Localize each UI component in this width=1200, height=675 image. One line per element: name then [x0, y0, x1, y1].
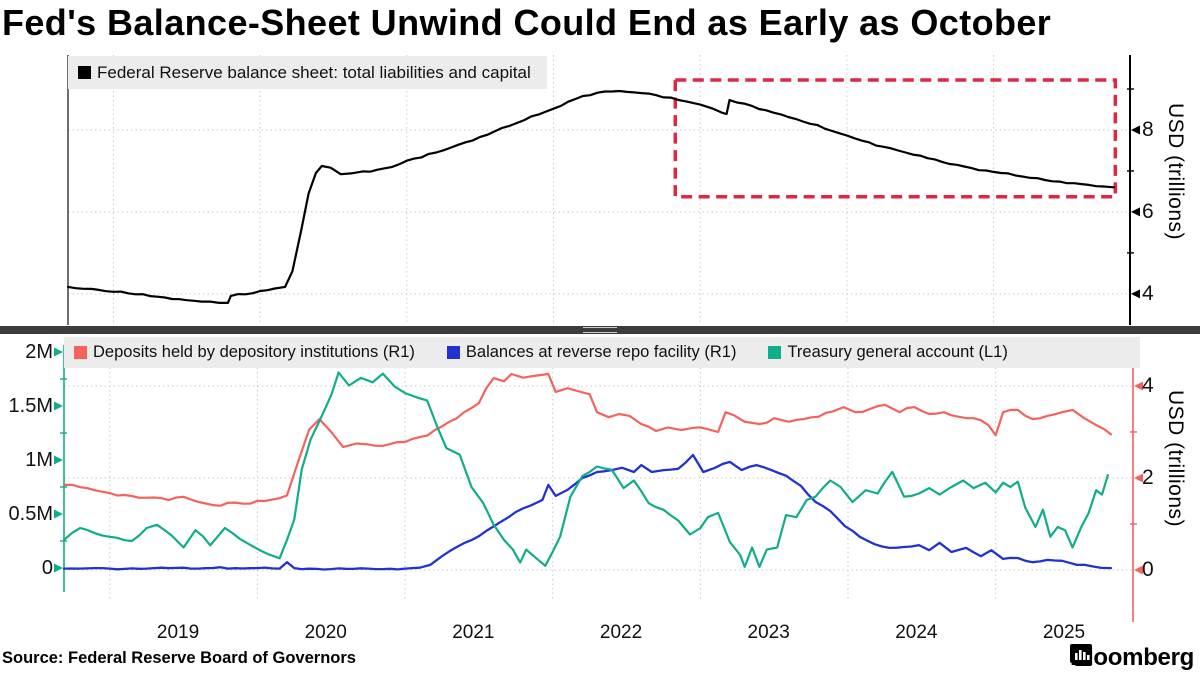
panel-divider[interactable] [0, 326, 1200, 334]
series-bottom-1 [63, 453, 1113, 571]
top-right-axis [1127, 55, 1140, 325]
x-axis-year-label: 2021 [452, 622, 495, 643]
series-line-federal-reserve-balance-sheet-total-liabilities-and-capital [67, 89, 1116, 304]
bottom-legend: Deposits held by depository institutions… [64, 337, 1140, 368]
legend-item-reverse-repo[interactable]: Balances at reverse repo facility (R1) [446, 343, 737, 362]
series-line-deposits-held-by-depository-institutions [63, 372, 1113, 507]
top-right-axis-title: USD (trillions) [1164, 103, 1187, 241]
top-legend: Federal Reserve balance sheet: total lia… [68, 56, 547, 89]
bottom-right-axis [1130, 345, 1143, 622]
legend-swatch-reverse-repo [446, 346, 460, 359]
series-bottom-2 [63, 371, 1110, 569]
bloomberg-logo-icon [1070, 644, 1093, 666]
bottom-left-axis-tick-label: 1M [25, 449, 53, 471]
legend-label-tga: Treasury general account (L1) [787, 343, 1008, 361]
x-axis-year-label: 2019 [156, 622, 200, 643]
bottom-panel-gridlines [64, 345, 1133, 600]
bottom-right-axis-tick-label: 0 [1142, 557, 1154, 581]
legend-swatch-fed-balance-sheet [78, 66, 91, 79]
top-panel-gridlines [68, 55, 1130, 325]
bottom-left-axis-tick-label: 1.5M [8, 395, 53, 417]
highlight-dashed-box [673, 78, 1118, 199]
legend-item-fed-balance-sheet[interactable]: Federal Reserve balance sheet: total lia… [78, 63, 531, 83]
x-axis-year-label: 2025 [1042, 622, 1086, 643]
bottom-right-axis-tick-label: 4 [1142, 373, 1154, 397]
page-title: Fed's Balance-Sheet Unwind Could End as … [2, 2, 1052, 43]
bottom-left-axis-tick-label: 2M [25, 341, 53, 364]
x-axis-year-label: 2022 [599, 622, 643, 643]
bottom-left-axis-tick-label: 0 [41, 556, 53, 579]
x-axis-year-label: 2024 [895, 622, 938, 643]
top-right-axis-tick-label: 6 [1142, 199, 1154, 223]
legend-label-deposits: Deposits held by depository institutions… [93, 343, 415, 361]
divider-drag-handle-icon[interactable] [583, 327, 617, 333]
series-line-treasury-general-account [63, 371, 1110, 569]
bottom-right-axis-tick-label: 2 [1142, 465, 1154, 489]
x-axis-year-label: 2023 [747, 622, 790, 643]
bloomberg-branding: Bloomberg [1070, 644, 1194, 672]
legend-label-fed-balance-sheet: Federal Reserve balance sheet: total lia… [97, 62, 531, 82]
x-axis-year-label: 2020 [304, 622, 347, 643]
source-text: Source: Federal Reserve Board of Governo… [2, 649, 356, 667]
bottom-left-axis-tick-label: 0.5M [8, 502, 53, 525]
bottom-right-axis-title: USD (trillions) [1164, 390, 1187, 528]
top-right-axis-tick-label: 4 [1142, 281, 1154, 305]
legend-item-tga[interactable]: Treasury general account (L1) [768, 343, 1008, 362]
series-line-balances-at-reverse-repo-facility [63, 453, 1113, 571]
series-top-0 [67, 89, 1116, 304]
bottom-left-axis [54, 345, 67, 592]
legend-label-reverse-repo: Balances at reverse repo facility (R1) [465, 343, 737, 361]
top-right-axis-tick-label: 8 [1142, 117, 1154, 141]
legend-swatch-deposits [74, 346, 87, 359]
series-bottom-0 [63, 372, 1113, 507]
legend-item-deposits[interactable]: Deposits held by depository institutions… [74, 343, 415, 362]
legend-swatch-tga [768, 346, 782, 359]
